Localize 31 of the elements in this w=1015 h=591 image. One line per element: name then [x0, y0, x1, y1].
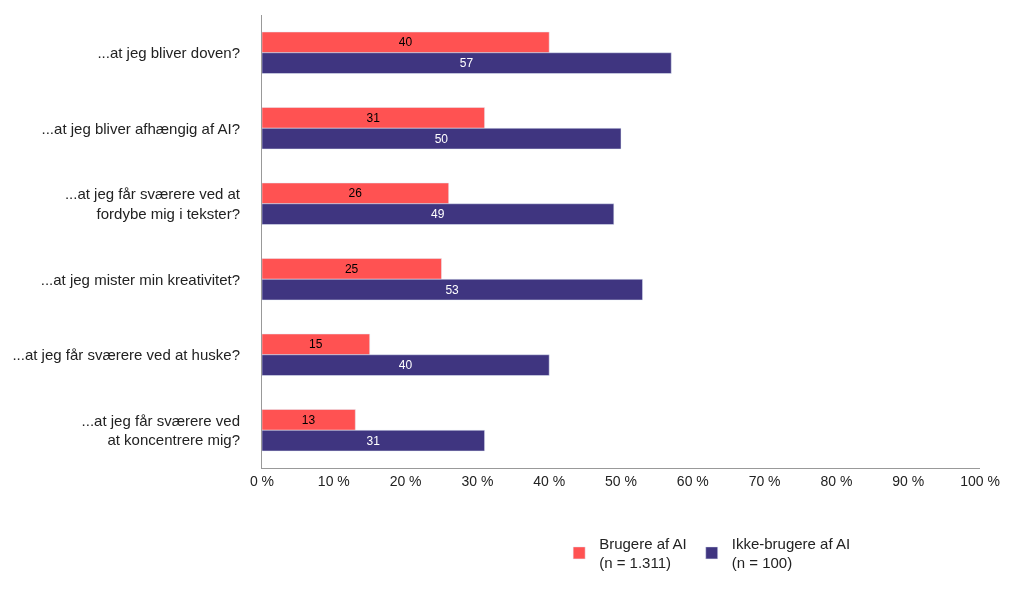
data-label: 53 — [445, 282, 460, 297]
x-tick-label: 100 % — [960, 472, 1000, 489]
x-tick-label: 40 % — [533, 472, 566, 489]
data-label: 50 — [434, 131, 449, 146]
x-tick-label: 10 % — [317, 472, 350, 489]
y-tick-label: ...at jeg får sværere ved at huske? — [12, 346, 240, 363]
data-label: 31 — [366, 110, 381, 125]
legend-label: Brugere af AI (n = 1.311) — [599, 534, 687, 572]
x-tick-label: 60 % — [676, 472, 709, 489]
x-tick-label: 30 % — [461, 472, 494, 489]
y-tick-label: ...at jeg får sværere ved at fordybe mig i tekster? — [64, 185, 241, 222]
data-label: 40 — [398, 358, 413, 373]
y-tick-label: ...at jeg mister min kreativitet? — [40, 270, 240, 288]
x-tick-label: 20 % — [389, 472, 422, 489]
data-label: 25 — [344, 261, 359, 276]
x-tick-label: 90 % — [892, 472, 925, 489]
y-tick-label: ...at jeg bliver afhængig af AI? — [41, 119, 240, 137]
x-tick-label: 0 % — [249, 472, 275, 489]
data-label: 57 — [459, 56, 474, 71]
legend-label: Ikke-brugere af AI (n = 100) — [731, 534, 851, 572]
y-tick-label: ...at jeg får sværere ved at koncentrere mig? — [81, 411, 240, 449]
y-tick-label: ...at jeg bliver doven? — [97, 44, 240, 61]
data-label: 13 — [301, 412, 316, 427]
data-label: 26 — [348, 186, 363, 201]
data-label: 31 — [366, 433, 381, 448]
x-tick-label: 50 % — [605, 472, 637, 489]
x-tick-label: 80 % — [820, 472, 853, 489]
data-label: 49 — [431, 207, 445, 222]
data-label: 15 — [309, 337, 323, 352]
data-label: 40 — [398, 35, 413, 50]
x-tick-label: 70 % — [748, 472, 781, 489]
